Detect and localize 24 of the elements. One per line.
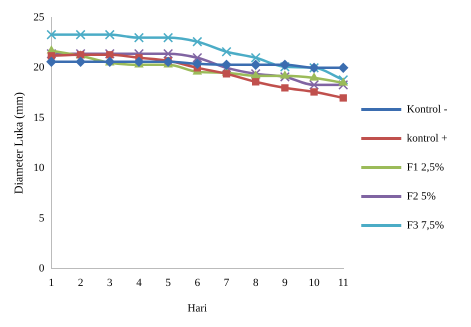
legend-label: Kontrol - [406,103,448,116]
y-tick-label: 5 [38,212,45,224]
x-tick-label: 5 [165,277,172,290]
x-tick-label: 2 [78,277,84,290]
x-tick-label: 6 [194,277,201,290]
x-tick-label: 7 [224,277,230,290]
x-tick-label: 1 [48,277,54,290]
y-tick-label: 25 [33,11,45,24]
x-tick-label: 3 [107,277,114,290]
y-tick-label: 10 [33,162,45,174]
legend-label: F3 7,5% [406,219,444,232]
x-tick-label: 8 [252,277,259,290]
y-tick-label: 0 [38,262,45,274]
x-tick-label: 9 [282,277,288,290]
y-tick-label: 15 [33,112,45,124]
x-tick-label: 11 [338,277,349,290]
legend-label: kontrol + [406,132,448,144]
x-axis-title: Hari [188,302,208,314]
legend-label: F1 2,5% [406,161,444,174]
legend-label: F2 5% [406,190,436,202]
y-tick-label: 20 [33,62,45,74]
x-tick-label: 10 [308,277,320,290]
y-axis-title: Diameter Luka (mm) [11,92,26,194]
x-tick-label: 4 [136,277,142,290]
